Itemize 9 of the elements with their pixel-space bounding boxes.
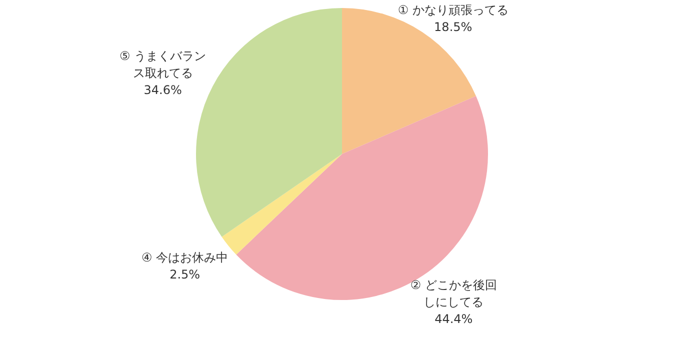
slice-label: ① かなり頑張ってる	[398, 3, 508, 17]
slice-label: ⑤ うまくバランス取れてる	[120, 49, 206, 80]
slice-label: ② どこかを後回しにしてる	[410, 278, 497, 309]
data-label: 18.5%	[434, 20, 472, 34]
data-label: 2.5%	[170, 267, 200, 282]
data-label: 34.6%	[144, 83, 182, 98]
slice-label: ④ 今はお休み中	[142, 250, 228, 264]
data-label: 44.4%	[434, 312, 473, 326]
pie-slice	[196, 8, 342, 237]
